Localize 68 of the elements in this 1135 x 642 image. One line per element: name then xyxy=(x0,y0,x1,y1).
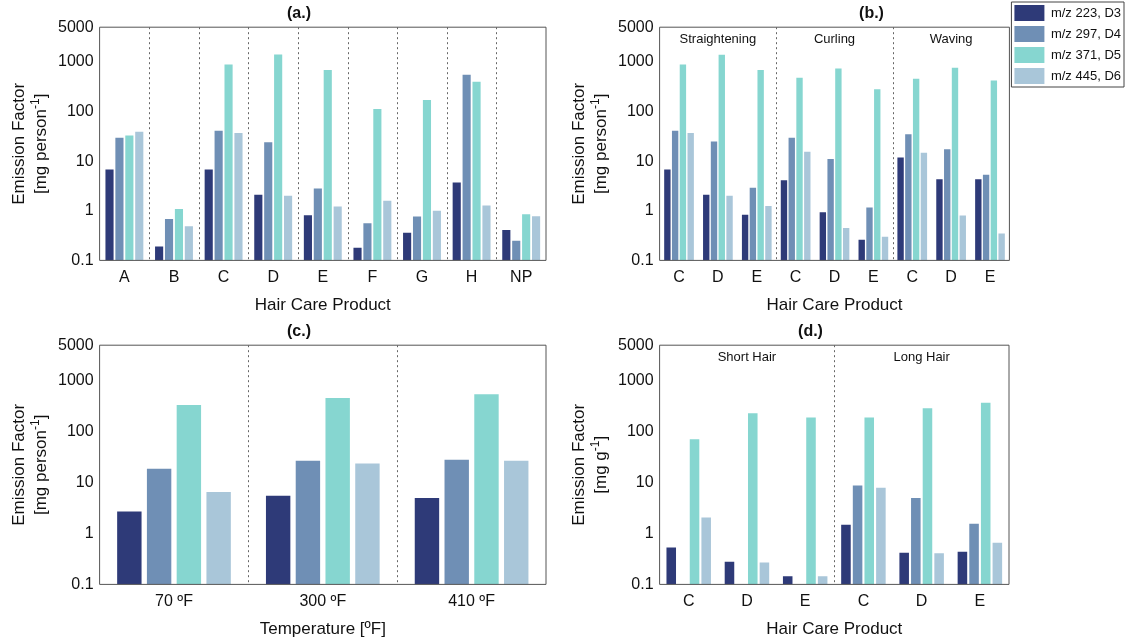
x-axis-title: Hair Care Product xyxy=(254,295,392,315)
chart-title: (a.) xyxy=(287,4,311,22)
y-tick-label: 100 xyxy=(626,422,654,440)
x-tick-label: E xyxy=(868,268,879,286)
y-tick-label: 10 xyxy=(75,151,94,169)
chart-title: (c.) xyxy=(287,322,311,340)
x-tick-label: D xyxy=(945,268,957,286)
x-axis-title: Temperature [ºF] xyxy=(259,619,386,639)
x-tick-label: D xyxy=(828,268,841,286)
y-tick-label: 1000 xyxy=(58,52,94,70)
y-tick-label: 1000 xyxy=(618,371,654,389)
annotation: Waving xyxy=(929,31,973,47)
x-tick-label: D xyxy=(712,268,724,286)
x-tick-label: E xyxy=(799,592,811,610)
y-tick-label: 1 xyxy=(644,523,654,541)
x-tick-label: E xyxy=(974,592,986,610)
x-tick-label: H xyxy=(465,268,478,286)
x-tick-label: C xyxy=(217,268,230,286)
x-tick-label: D xyxy=(741,592,753,610)
x-tick-label: 410 ºF xyxy=(448,592,496,610)
x-tick-label: B xyxy=(168,268,180,286)
x-tick-label: D xyxy=(915,592,928,610)
y-tick-label: 10 xyxy=(635,473,654,490)
x-tick-label: 70 ºF xyxy=(155,592,194,610)
legend-label: m/z 223, D3 xyxy=(1050,4,1122,20)
y-tick-label: 100 xyxy=(66,422,94,440)
y-tick-label: 0.1 xyxy=(631,574,654,592)
legend-label: m/z 297, D4 xyxy=(1050,25,1122,41)
legend-label: m/z 371, D5 xyxy=(1050,46,1122,62)
y-tick-label: 0.1 xyxy=(631,250,654,268)
y-tick-label: 1 xyxy=(84,201,94,219)
x-tick-label: C xyxy=(789,268,802,286)
y-tick-label: 1000 xyxy=(58,371,94,389)
y-tick-label: 5000 xyxy=(618,17,654,35)
x-tick-label: E xyxy=(984,268,996,286)
y-tick-label: 5000 xyxy=(618,335,654,353)
x-tick-label: C xyxy=(906,268,919,286)
y-tick-label: 1 xyxy=(644,201,654,219)
x-tick-label: 300 ºF xyxy=(299,592,347,610)
annotation: Short Hair xyxy=(717,349,777,365)
chart-title: (b.) xyxy=(859,4,884,22)
x-tick-label: C xyxy=(673,268,685,286)
y-tick-label: 0.1 xyxy=(71,250,94,268)
y-tick-label: 1 xyxy=(84,523,94,541)
x-axis-title: Hair Care Product xyxy=(766,295,903,315)
x-tick-label: A xyxy=(119,268,131,286)
x-tick-label: C xyxy=(857,592,870,610)
annotation: Straightening xyxy=(679,31,757,47)
y-tick-label: 10 xyxy=(635,151,654,169)
y-tick-label: 0.1 xyxy=(71,574,94,592)
y-tick-label: 1000 xyxy=(618,52,654,70)
y-tick-label: 5000 xyxy=(58,17,94,35)
legend-label: m/z 445, D6 xyxy=(1050,67,1122,83)
annotation: Curling xyxy=(813,31,856,47)
annotation: Long Hair xyxy=(893,349,951,365)
x-tick-label: F xyxy=(367,268,378,286)
y-tick-label: 10 xyxy=(75,473,94,490)
x-tick-label: E xyxy=(751,268,763,286)
x-axis-title: Hair Care Product xyxy=(766,619,903,639)
x-tick-label: NP xyxy=(510,268,533,286)
x-tick-label: G xyxy=(415,268,429,286)
y-tick-label: 5000 xyxy=(58,335,94,353)
y-tick-label: 100 xyxy=(66,101,94,119)
x-tick-label: D xyxy=(267,268,279,286)
y-tick-label: 100 xyxy=(626,101,654,119)
chart-title: (d.) xyxy=(798,322,823,340)
x-tick-label: E xyxy=(317,268,329,286)
x-tick-label: C xyxy=(682,592,695,610)
